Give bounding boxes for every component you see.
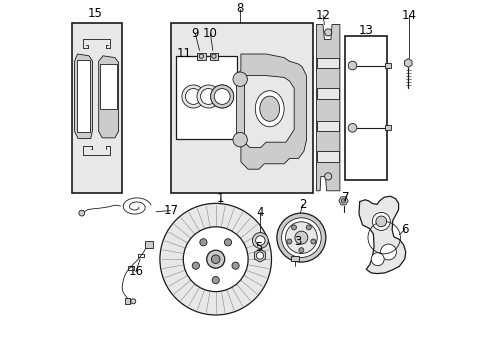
Bar: [290, 256, 299, 261]
Circle shape: [79, 210, 84, 216]
Circle shape: [111, 102, 117, 108]
Circle shape: [210, 85, 233, 108]
Polygon shape: [358, 196, 405, 274]
Text: 9: 9: [191, 27, 199, 40]
Circle shape: [197, 85, 220, 108]
Polygon shape: [99, 56, 118, 138]
Bar: [124, 298, 130, 304]
Text: 2: 2: [299, 198, 306, 211]
Text: 13: 13: [358, 24, 373, 37]
Circle shape: [214, 89, 230, 104]
Circle shape: [375, 216, 386, 227]
Circle shape: [305, 225, 311, 230]
Circle shape: [185, 89, 201, 104]
Circle shape: [200, 89, 216, 104]
Circle shape: [130, 299, 136, 304]
Ellipse shape: [255, 91, 284, 127]
Circle shape: [206, 250, 224, 268]
Circle shape: [294, 231, 307, 244]
Text: 10: 10: [203, 27, 217, 40]
Circle shape: [200, 239, 206, 246]
Text: 12: 12: [315, 9, 330, 22]
Text: 1: 1: [216, 192, 224, 205]
Circle shape: [298, 248, 303, 253]
Circle shape: [285, 222, 317, 253]
Bar: [317, 121, 339, 131]
Bar: [317, 151, 339, 162]
Circle shape: [380, 244, 396, 260]
Circle shape: [160, 203, 271, 315]
Circle shape: [232, 132, 247, 147]
Circle shape: [341, 199, 345, 203]
Circle shape: [255, 236, 264, 245]
Circle shape: [310, 239, 315, 244]
Bar: [345, 36, 386, 180]
Circle shape: [370, 253, 384, 266]
Bar: [209, 53, 218, 60]
Circle shape: [324, 173, 331, 180]
Bar: [145, 241, 152, 248]
Text: 6: 6: [400, 223, 407, 236]
Circle shape: [192, 262, 199, 269]
Circle shape: [224, 239, 231, 246]
Circle shape: [199, 54, 203, 58]
Circle shape: [212, 276, 219, 284]
Text: 8: 8: [236, 3, 244, 15]
Polygon shape: [338, 197, 347, 205]
Polygon shape: [236, 54, 306, 169]
Text: 14: 14: [401, 9, 416, 22]
Circle shape: [281, 218, 321, 257]
Circle shape: [324, 29, 331, 36]
Bar: [317, 58, 339, 68]
Text: 4: 4: [256, 206, 263, 219]
Circle shape: [371, 212, 389, 230]
Text: 15: 15: [87, 7, 102, 20]
Bar: [77, 60, 90, 132]
Bar: [384, 125, 390, 130]
Bar: [72, 23, 122, 193]
Polygon shape: [254, 249, 265, 262]
Circle shape: [291, 225, 296, 230]
Polygon shape: [244, 76, 294, 148]
Circle shape: [211, 255, 220, 264]
Bar: [197, 53, 205, 60]
Circle shape: [232, 72, 247, 86]
Circle shape: [231, 262, 239, 269]
Circle shape: [182, 85, 204, 108]
Text: 5: 5: [255, 241, 262, 254]
Bar: [100, 64, 117, 109]
Circle shape: [252, 233, 268, 248]
Text: 17: 17: [163, 204, 178, 217]
Circle shape: [183, 227, 247, 292]
Text: 16: 16: [128, 265, 143, 278]
Ellipse shape: [259, 96, 279, 121]
Polygon shape: [404, 59, 411, 67]
Circle shape: [210, 85, 233, 108]
Text: 3: 3: [293, 235, 301, 248]
Circle shape: [347, 61, 356, 70]
Polygon shape: [75, 54, 92, 139]
Circle shape: [214, 89, 230, 104]
Circle shape: [286, 239, 291, 244]
Text: 7: 7: [342, 191, 349, 204]
Circle shape: [256, 252, 263, 259]
Circle shape: [276, 213, 325, 262]
Circle shape: [211, 54, 216, 58]
Bar: [176, 56, 237, 139]
Bar: [170, 23, 312, 193]
Bar: [317, 88, 339, 99]
Bar: [384, 63, 390, 68]
Circle shape: [347, 123, 356, 132]
Polygon shape: [316, 24, 339, 191]
Text: 11: 11: [176, 47, 191, 60]
